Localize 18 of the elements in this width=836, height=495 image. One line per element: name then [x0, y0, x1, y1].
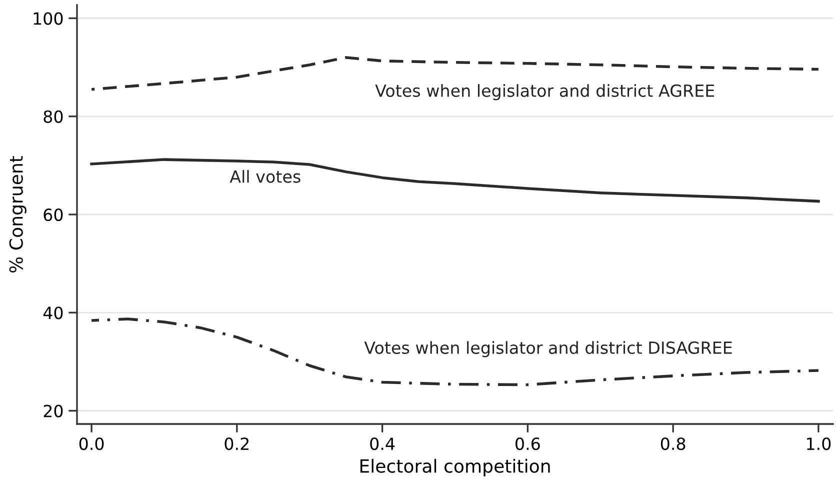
y-tick-label: 60	[44, 208, 63, 222]
series-label: Votes when legislator and district AGREE	[375, 84, 714, 100]
x-tick-label: 0.8	[660, 437, 686, 450]
x-tick-label: 0.4	[370, 437, 395, 450]
y-axis-title: % Congruent	[9, 156, 26, 272]
line-series	[90, 318, 820, 386]
y-tick-label: 20	[44, 404, 63, 418]
x-tick-label: 1.0	[807, 437, 831, 450]
line-series	[90, 158, 820, 203]
series-label: All votes	[230, 170, 300, 183]
y-tick-label: 80	[44, 110, 63, 123]
x-axis-title: Electoral competition	[360, 458, 550, 476]
x-tick-label: 0.2	[224, 437, 249, 450]
y-tick-label: 40	[43, 306, 63, 320]
x-tick-label: 0.6	[516, 437, 540, 450]
series-label: Votes when legislator and district DISAGREE	[364, 341, 732, 358]
y-tick-label: 100	[34, 12, 63, 25]
x-tick-label: 0.0	[79, 437, 104, 450]
